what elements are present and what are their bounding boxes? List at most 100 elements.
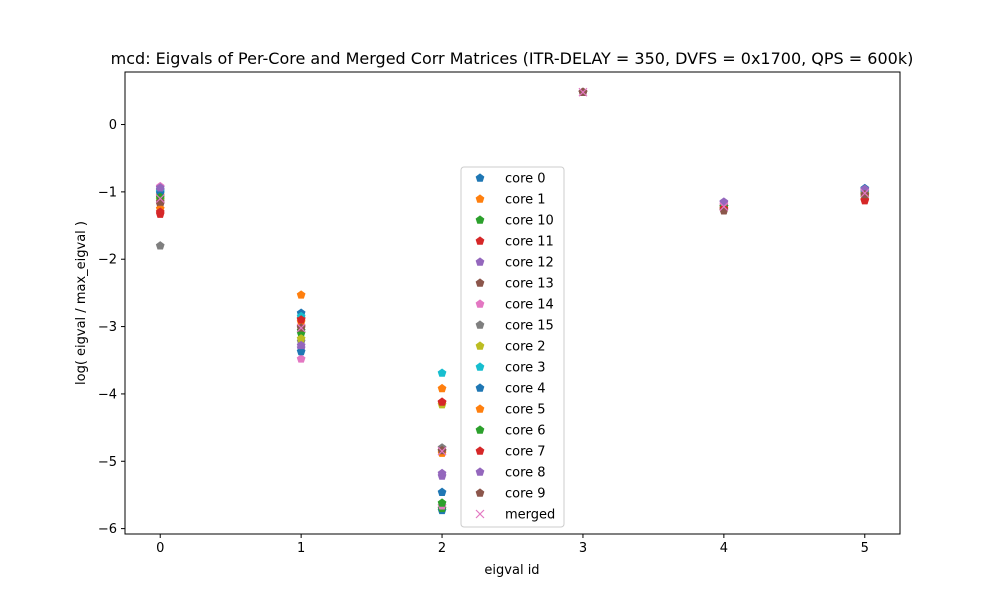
legend-marker: [475, 173, 485, 182]
legend-marker: [475, 299, 485, 308]
legend-item: core 13: [475, 277, 554, 292]
x-tick-label: 2: [438, 541, 446, 556]
data-point: [296, 290, 306, 299]
legend-label: core 2: [505, 340, 546, 355]
legend-marker: [475, 194, 485, 203]
data-point: [155, 241, 165, 250]
legend-item: core 11: [475, 235, 554, 250]
legend-item: merged: [475, 508, 555, 523]
plot-frame: [124, 71, 901, 535]
chart-title: mcd: Eigvals of Per-Core and Merged Corr…: [111, 49, 914, 68]
y-tick-label: 0: [109, 118, 117, 133]
legend-marker: [475, 488, 485, 497]
legend-items: core 0 core 1 core 10 core 11 core 12 core 13…: [475, 172, 555, 523]
data-point: [719, 197, 729, 206]
legend-label: core 14: [505, 298, 554, 313]
y-tick-label: −2: [98, 253, 117, 268]
axes: [124, 71, 901, 535]
legend-label: core 12: [505, 256, 554, 271]
data-point: [719, 202, 729, 212]
legend-item: core 3: [475, 361, 546, 376]
legend-marker: [475, 362, 485, 371]
legend-marker: [475, 257, 485, 266]
legend-item: core 12: [475, 256, 554, 271]
x-tick-label: 5: [861, 541, 869, 556]
data-marks: [155, 87, 870, 515]
legend-label: core 0: [505, 172, 546, 187]
legend-item: core 0: [475, 172, 546, 187]
y-tick-label: −4: [98, 387, 117, 402]
y-tick-label: −3: [98, 320, 117, 335]
legend-item: core 8: [475, 466, 546, 481]
data-point: [578, 87, 588, 97]
legend-label: core 6: [505, 424, 546, 439]
data-point: [155, 194, 165, 204]
data-point: [155, 207, 165, 216]
legend-marker: [475, 341, 485, 350]
legend-label: merged: [505, 508, 555, 523]
legend-item: core 4: [475, 382, 546, 397]
data-point: [296, 315, 306, 324]
data-point: [296, 340, 306, 350]
legend-label: core 5: [505, 403, 546, 418]
legend-marker: [475, 278, 485, 287]
legend-box: [460, 166, 565, 528]
legend-item: core 6: [475, 424, 546, 439]
y-tick-label: −5: [98, 455, 117, 470]
legend-label: core 3: [505, 361, 546, 376]
legend-label: core 7: [505, 445, 546, 460]
legend-item: core 1: [475, 193, 546, 208]
data-point: [296, 323, 306, 333]
data-point: [437, 487, 447, 496]
legend-label: core 4: [505, 382, 546, 397]
legend-label: core 9: [505, 487, 546, 502]
legend-label: core 1: [505, 193, 546, 208]
legend-marker: [475, 446, 485, 455]
data-point: [437, 383, 447, 393]
x-tick-label: 0: [156, 541, 164, 556]
legend-item: core 7: [475, 445, 546, 460]
x-tick-label: 3: [579, 541, 587, 556]
legend-marker: [475, 467, 485, 476]
data-point: [437, 397, 447, 406]
data-point: [296, 334, 306, 343]
y-tick-label: −6: [98, 522, 117, 537]
data-point: [155, 197, 165, 206]
legend-item: core 15: [475, 319, 554, 334]
legend-label: core 15: [505, 319, 554, 334]
y-axis-label: log( eigval / max_eigval ): [74, 221, 89, 385]
data-point: [155, 183, 165, 192]
x-axis-ticks: 0 1 2 3 4 5: [156, 534, 869, 556]
x-tick-label: 4: [720, 541, 728, 556]
legend-marker: [475, 383, 485, 392]
legend: core 0 core 1 core 10 core 11 core 12 core 13…: [460, 166, 565, 528]
legend-marker: [475, 509, 485, 519]
data-point: [437, 445, 447, 455]
legend-marker: [475, 425, 485, 434]
legend-item: core 2: [475, 340, 546, 355]
series-merged: [155, 87, 870, 456]
y-axis-ticks: 0 −1 −2 −3 −4 −5 −6: [98, 118, 125, 537]
legend-item: core 14: [475, 298, 554, 313]
data-point: [437, 446, 447, 456]
legend-label: core 10: [505, 214, 554, 229]
data-point: [296, 354, 306, 363]
x-tick-label: 1: [297, 541, 305, 556]
data-point: [437, 471, 447, 480]
legend-label: core 8: [505, 466, 546, 481]
data-point: [155, 192, 165, 201]
legend-item: core 5: [475, 403, 546, 418]
legend-item: core 10: [475, 214, 554, 229]
data-point: [860, 188, 870, 198]
legend-item: core 9: [475, 487, 546, 502]
legend-marker: [475, 236, 485, 245]
legend-marker: [475, 320, 485, 329]
legend-label: core 13: [505, 277, 554, 292]
y-tick-label: −1: [98, 185, 117, 200]
legend-label: core 11: [505, 235, 554, 250]
legend-marker: [475, 404, 485, 413]
legend-marker: [475, 215, 485, 224]
data-point: [437, 498, 447, 507]
data-point: [437, 368, 447, 377]
